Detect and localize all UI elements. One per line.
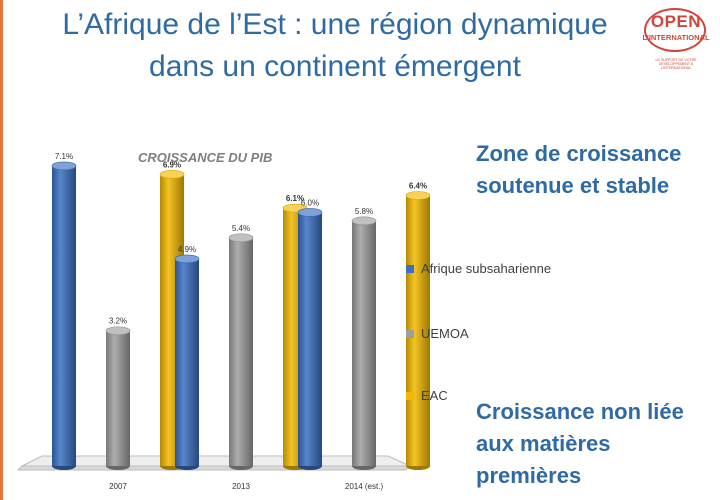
growth-callout: Zone de croissance soutenue et stable: [476, 141, 682, 198]
chart-title: CROISSANCE DU PIB: [138, 150, 273, 165]
data-label: 6.4%: [409, 181, 427, 190]
chart-floor: [16, 455, 412, 471]
slide-title: L’Afrique de l’Est : une région dynamiqu…: [62, 8, 608, 83]
data-label: 5.4%: [232, 224, 250, 233]
logo-subtitle: L'INTERNATIONAL: [642, 33, 710, 42]
data-label: 6.9%: [163, 160, 181, 169]
logo-ring: [644, 8, 706, 52]
data-label: 5.8%: [355, 207, 373, 216]
bar-uemoa-2014est: [351, 216, 377, 470]
data-label: 3.2%: [109, 317, 127, 326]
chart-canvas: 7.1% 3.2% 6.9% 4.9% 5.4% 6.1%6.0% 5.8% 6.4% 200…: [16, 152, 431, 491]
data-label: 4.9%: [178, 245, 196, 254]
data-label: 6.0%: [301, 198, 319, 207]
gdp-growth-chart: 7.1% 3.2% 6.9% 4.9% 5.4% 6.1% 6.0% 5.8% 6.4% 200…: [0, 125, 470, 500]
chart-floor-edge: [16, 465, 412, 471]
legend-label: Afrique subsaharienne: [421, 261, 552, 276]
data-label: 7.1%: [55, 152, 73, 161]
legend-swatch: [406, 392, 414, 400]
data-label: 6.1%: [286, 194, 304, 203]
bar-uemoa-2007: [105, 326, 131, 470]
bar-afrique-subsaharienne-2013: [174, 254, 200, 470]
chart-floor-top: [21, 455, 411, 467]
chart-legend: Afrique subsaharienne UEMOA EAC: [406, 255, 606, 415]
legend-label: EAC: [421, 388, 448, 403]
chart-bars: [51, 161, 431, 470]
logo-word: OPEN: [650, 12, 702, 31]
x-tick-label: 2007: [109, 482, 127, 491]
legend-swatch: [406, 265, 414, 273]
legend-swatch: [406, 330, 414, 338]
chart-x-ticks: 2007 2013 2014 (est.): [109, 482, 383, 491]
x-tick-label: 2013: [232, 482, 250, 491]
commodity-callout: Croissance non liée aux matières premièr…: [476, 399, 684, 488]
bar-afrique-subsaharienne-2014est: [297, 208, 323, 470]
bar-uemoa-2013: [228, 233, 254, 470]
open-de-l-international-logo: OPEN L'INTERNATIONAL LE SUPPORT DE VOTRE…: [640, 8, 712, 70]
legend-label: UEMOA: [421, 326, 469, 341]
bar-afrique-subsaharienne-2007: [51, 161, 77, 470]
accent-bar: [0, 0, 3, 500]
x-tick-label: 2014 (est.): [345, 482, 384, 491]
chart-data-labels: 7.1% 3.2% 6.9% 4.9% 5.4% 6.1%6.0% 5.8% 6.4%: [55, 152, 427, 326]
logo-tagline: LE SUPPORT DE VOTRE DEVELOPPEMENT A L'IN…: [655, 58, 697, 70]
